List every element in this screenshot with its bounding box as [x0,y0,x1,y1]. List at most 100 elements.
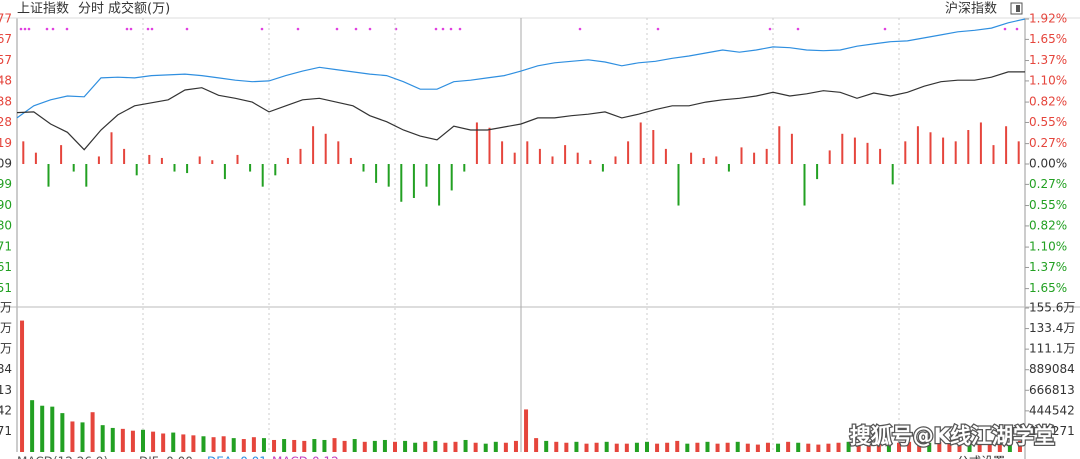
force-bar [765,148,768,164]
force-bar [186,164,189,174]
force-bar [223,164,226,180]
force-bar [967,130,970,164]
force-bar [803,164,806,206]
volume-bar [342,440,347,452]
volume-bar [231,438,236,452]
force-bar [652,130,655,164]
volume-bar [927,442,932,452]
left-tick-label: 万 [0,342,12,356]
volume-bar [282,439,287,452]
left-tick-label: 57 [0,53,12,67]
volume-bar [594,442,599,452]
volume-bar [937,441,942,452]
left-tick-label: 51 [0,281,12,295]
volume-bar [947,439,952,452]
force-bar [337,141,340,164]
y-tick-label: 0.55% [1029,198,1067,212]
volume-bar [987,440,992,452]
y-tick-label: 0.55% [1029,115,1067,129]
y-tick-label: 0.82% [1029,95,1067,109]
volume-bar [544,440,549,452]
left-tick-label: 38 [0,95,12,109]
force-bar [564,145,567,164]
force-bar [904,141,907,164]
volume-bar [826,443,831,452]
left-tick-label: 71 [0,424,12,438]
force-bar [324,133,327,164]
force-bar [387,164,390,187]
force-bar [841,133,844,164]
force-bar [299,148,302,164]
y-tick-label: 1.65% [1029,281,1067,295]
force-bar [702,157,705,164]
force-bar [72,164,75,172]
panel-icon-fill [1016,5,1020,12]
y-tick-label: 666813 [1029,383,1075,397]
volume-bar [655,443,660,452]
volume-bar [897,442,901,452]
force-bar [601,164,604,172]
force-bar [891,164,894,185]
volume-bar [534,438,539,452]
footer-item: MACD(12,26,9) [17,455,108,459]
volume-bar [776,443,781,452]
y-tick-label: 133.4万 [1029,321,1075,335]
force-bar [135,164,138,176]
force-bar [97,156,100,164]
force-bar [551,156,554,164]
y-tick-label: 0.27% [1029,177,1067,191]
left-tick-label: 84 [0,362,12,376]
force-bar [34,152,37,164]
volume-bar [866,442,871,452]
volume-bar [141,429,145,452]
volume-bar [735,441,740,452]
volume-bar [624,443,629,452]
volume-bar [322,439,327,452]
y-tick-label: 889084 [1029,362,1075,376]
left-tick-label: 99 [0,177,12,191]
volume-bar [765,442,770,452]
left-tick-label: 19 [0,136,12,150]
volume-bar [564,442,569,452]
volume-bar [886,440,891,452]
volume-bar [755,444,760,452]
volume-bar [332,438,337,452]
volume-bar [675,440,680,452]
volume-bar [796,442,801,452]
force-bar [349,157,352,164]
force-bar [715,156,718,164]
force-bar [790,133,793,164]
volume-bar [30,400,35,452]
volume-bar [574,441,579,452]
volume-bar [645,441,649,452]
left-tick-label: 42 [0,403,12,417]
y-tick-label: 111.1万 [1029,342,1075,356]
force-bar [286,157,289,164]
volume-bar [40,405,45,452]
force-bar [450,164,453,191]
volume-bar [453,441,458,452]
price-line [16,18,1026,119]
force-bar [954,141,957,164]
volume-bar [513,440,518,452]
force-bar [261,164,264,187]
plot: 1.92% 77 1.65% 67 1.37% 57 1.10% 48 0.82% 38 0.55%… [0,12,1075,452]
y-tick-label: 1.92% [1029,12,1067,26]
volume-bar [130,430,135,452]
volume-bar [685,443,690,452]
volume-label: 成交额(万) [108,1,170,17]
force-bar [198,156,201,164]
left-tick-label: 80 [0,218,12,232]
volume-bar [463,439,468,452]
force-bar [110,132,113,164]
footer-item: MACD:0.12 [272,455,339,459]
footer-item: DEA:-0.01 [207,455,267,459]
force-bar [853,137,856,164]
force-bar [123,148,126,164]
frame [0,17,1080,459]
volume-bar [292,439,297,452]
index-name: 上证指数 [17,2,69,17]
force-bar [677,164,680,206]
force-bar [828,150,831,164]
